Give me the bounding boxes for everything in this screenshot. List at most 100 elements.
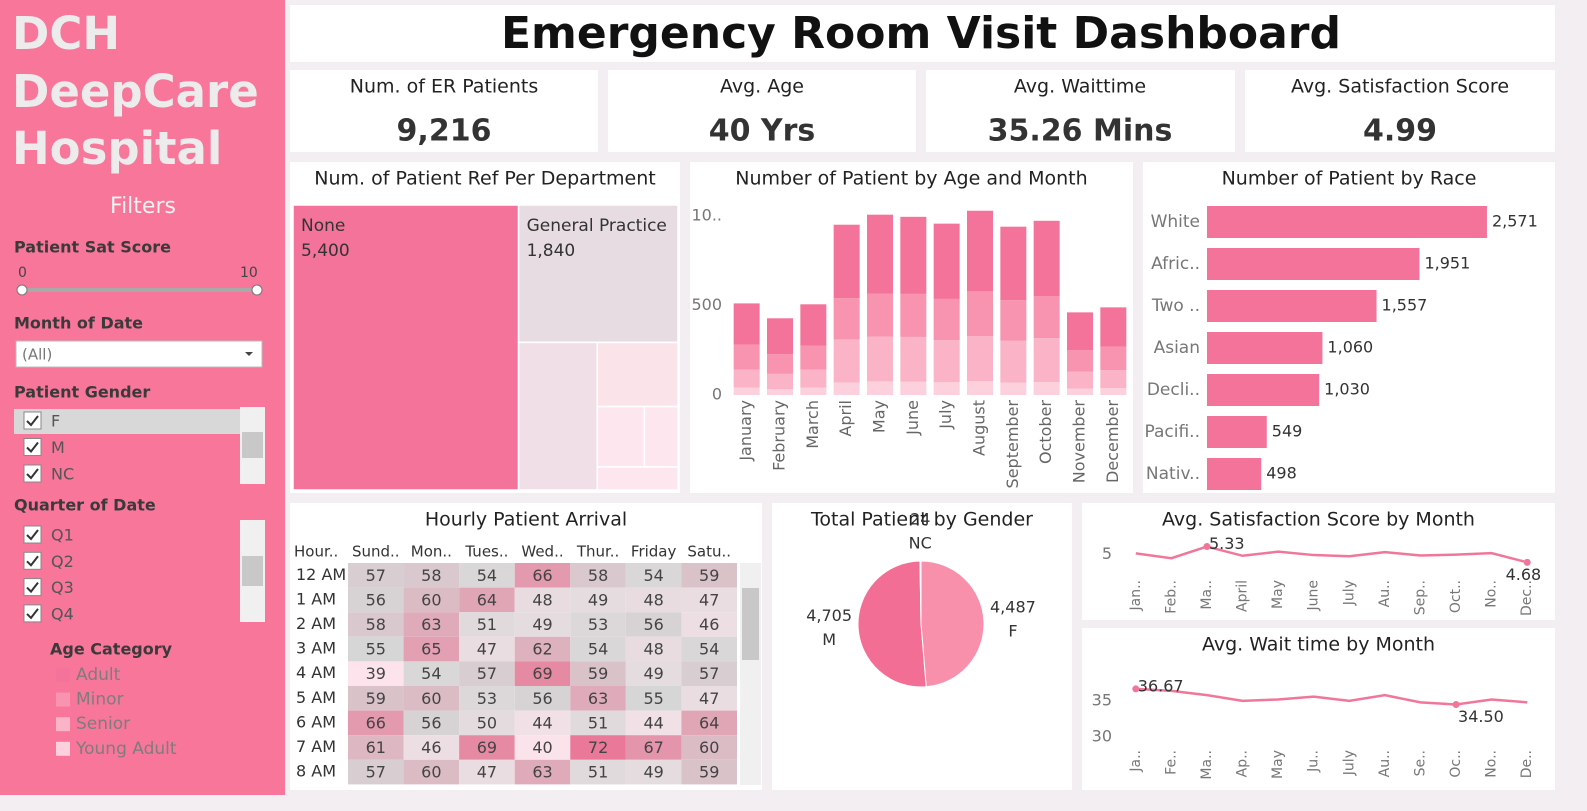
slider-handle[interactable] bbox=[251, 284, 263, 296]
treemap-value: 5,400 bbox=[301, 241, 350, 261]
checkmark bbox=[26, 555, 39, 567]
cell-value: 53 bbox=[477, 689, 497, 708]
heat-cell bbox=[625, 612, 682, 637]
y-tick-label: 10.. bbox=[691, 205, 722, 224]
heat-cell bbox=[459, 686, 515, 711]
heat-cell bbox=[625, 735, 682, 760]
bar-segment bbox=[767, 318, 793, 355]
row-header: Hour.. bbox=[294, 543, 338, 561]
point bbox=[1203, 543, 1211, 551]
filter-option: F bbox=[51, 412, 60, 431]
treemap-value: 1,840 bbox=[527, 241, 576, 261]
legend-label: Senior bbox=[76, 714, 130, 734]
x-tick-label: July bbox=[1341, 580, 1357, 606]
checkbox[interactable] bbox=[23, 604, 42, 623]
x-tick-label: March bbox=[803, 400, 822, 449]
cell-value: 60 bbox=[421, 763, 441, 782]
bar-segment bbox=[767, 373, 793, 390]
checkbox[interactable] bbox=[23, 578, 42, 597]
x-tick-label: Se.. bbox=[1412, 750, 1428, 776]
x-tick-label: Sep.. bbox=[1412, 580, 1428, 615]
heat-cell bbox=[403, 612, 460, 637]
heat-cell bbox=[459, 661, 515, 686]
slider-handle[interactable] bbox=[16, 284, 28, 296]
filter-label: Patient Gender bbox=[14, 383, 150, 402]
scroll-thumb[interactable] bbox=[242, 432, 263, 458]
cell-value: 54 bbox=[477, 566, 497, 585]
checkmark bbox=[26, 529, 39, 541]
bar-segment bbox=[967, 210, 993, 292]
cell-value: 59 bbox=[699, 763, 719, 782]
cell-value: 64 bbox=[477, 590, 497, 609]
x-tick-label: No.. bbox=[1484, 750, 1500, 778]
dropdown-arrow bbox=[245, 352, 253, 356]
kpi-value: 35.26 Mins bbox=[988, 114, 1173, 149]
value-label: 4.68 bbox=[1506, 565, 1542, 584]
cell-value: 46 bbox=[421, 738, 441, 757]
heat-cell bbox=[514, 563, 571, 588]
scroll-thumb[interactable] bbox=[742, 588, 759, 660]
cell-value: 50 bbox=[477, 713, 497, 732]
cell-value: 66 bbox=[366, 713, 386, 732]
value-label: 549 bbox=[1272, 422, 1303, 441]
x-tick-label: June bbox=[1306, 580, 1322, 612]
line bbox=[1135, 687, 1528, 706]
cell-value: 63 bbox=[532, 763, 552, 782]
cell-value: 55 bbox=[366, 640, 386, 659]
checkbox[interactable] bbox=[23, 525, 42, 544]
column-header: Wed.. bbox=[521, 543, 563, 561]
checkbox[interactable] bbox=[23, 411, 42, 430]
kpi-value: 40 Yrs bbox=[709, 114, 816, 149]
point bbox=[1132, 685, 1140, 693]
dropdown[interactable] bbox=[15, 340, 263, 368]
x-tick-label: Ma.. bbox=[1199, 750, 1215, 780]
row-label: 7 AM bbox=[296, 737, 336, 756]
x-tick-label: Ja.. bbox=[1128, 750, 1144, 773]
y-tick-label: 5 bbox=[1102, 544, 1112, 563]
kpi-label: Avg. Waittime bbox=[1014, 76, 1146, 98]
treemap-cell bbox=[292, 204, 520, 491]
heat-cell bbox=[570, 735, 626, 760]
heat-cell bbox=[514, 636, 571, 662]
value-label: 2,571 bbox=[1492, 212, 1538, 231]
category-label: Pacifi.. bbox=[1145, 422, 1201, 442]
checkbox[interactable] bbox=[23, 464, 42, 483]
cell-value: 47 bbox=[699, 689, 719, 708]
bar-segment bbox=[867, 214, 893, 294]
chart-title: Number of Patient by Race bbox=[1222, 168, 1477, 190]
point bbox=[1523, 558, 1531, 566]
slider-max: 10 bbox=[240, 265, 258, 281]
cell-value: 60 bbox=[699, 738, 719, 757]
bar-segment bbox=[1000, 226, 1027, 301]
row-highlight bbox=[14, 409, 240, 434]
heat-cell bbox=[570, 563, 626, 588]
kpi-card bbox=[608, 70, 916, 152]
heat-cell bbox=[570, 759, 626, 785]
heat-cell bbox=[570, 710, 626, 736]
x-tick-label: October bbox=[1036, 400, 1055, 464]
x-tick-label: No.. bbox=[1484, 580, 1500, 608]
checkmark bbox=[26, 608, 39, 620]
heat-cell bbox=[403, 735, 460, 760]
checkbox[interactable] bbox=[23, 438, 42, 456]
scroll-thumb[interactable] bbox=[242, 556, 263, 586]
bar-segment bbox=[767, 389, 793, 395]
pie-value: 4,487 bbox=[990, 598, 1036, 617]
category-label: Nativ.. bbox=[1146, 464, 1200, 484]
category-label: Decli.. bbox=[1147, 380, 1200, 400]
value-label: 36.67 bbox=[1138, 676, 1184, 695]
filter-option: NC bbox=[51, 465, 74, 484]
line bbox=[1135, 545, 1528, 564]
chart-panel bbox=[1082, 628, 1555, 790]
heat-cell bbox=[514, 735, 571, 760]
cell-value: 57 bbox=[477, 664, 497, 683]
bar-segment bbox=[900, 293, 927, 337]
x-tick-label: Ma.. bbox=[1199, 580, 1215, 610]
pie-label: M bbox=[822, 630, 836, 649]
checkmark bbox=[26, 581, 39, 594]
heat-cell bbox=[570, 686, 626, 711]
checkbox[interactable] bbox=[23, 551, 42, 570]
heat-cell bbox=[348, 759, 404, 785]
bar-segment bbox=[733, 387, 760, 395]
x-tick-label: May bbox=[1270, 580, 1286, 609]
